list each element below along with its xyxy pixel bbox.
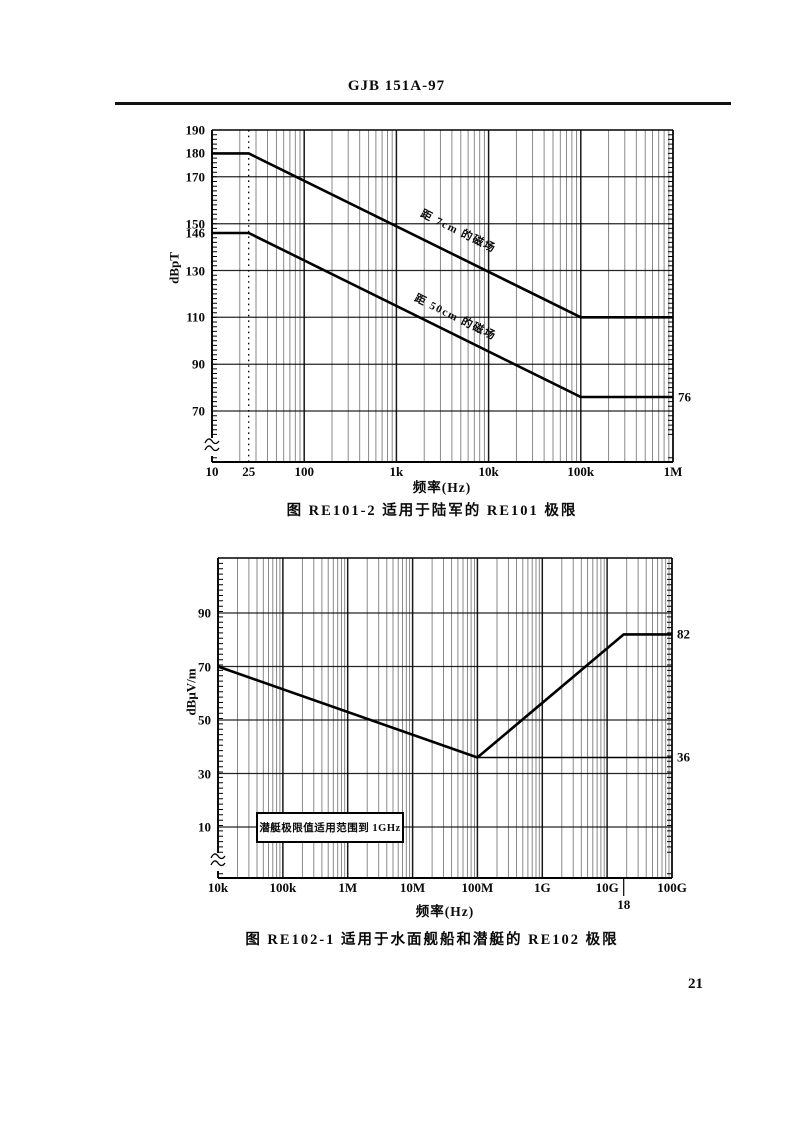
re101-y-axis-unit: dBpT — [166, 252, 182, 284]
re101-2-x-tick-label: 1M — [663, 464, 683, 479]
re102-1-x-tick-label: 10k — [207, 880, 229, 895]
re102-figure-caption: 图 RE102-1 适用于水面舰船和潜艇的 RE102 极限 — [245, 932, 619, 948]
re102-1-x-tick-label: 100G — [657, 880, 687, 895]
re101-2-y-tick-label: 150 — [185, 216, 206, 232]
re102-1-edge-value-label: 82 — [677, 626, 690, 642]
re101-2-y-tick-label: 90 — [192, 356, 205, 372]
re101-2-y-tick-label: 190 — [185, 122, 206, 138]
re101-x-axis-title: 频率(Hz) — [412, 480, 472, 495]
re101-2-y-tick-label: 146 — [185, 225, 206, 241]
re101-2-y-tick-label: 110 — [186, 309, 205, 325]
re102-1-below-axis-tick-label: 18 — [617, 897, 631, 912]
re102-note-box: 潜艇极限值适用范围到 1GHz — [256, 812, 404, 843]
re102-1-x-tick-label: 100k — [269, 880, 297, 895]
re101-2-x-tick-label: 10k — [478, 464, 499, 479]
re101-2-x-tick-label: 100 — [294, 464, 314, 479]
re102-1-x-tick-label: 100M — [461, 880, 494, 895]
re102-y-axis-unit: dBμV/m — [183, 668, 199, 716]
re102-1-y-tick-label: 70 — [198, 659, 211, 674]
re101-2-y-tick-label: 180 — [185, 145, 206, 161]
header-rule — [115, 102, 731, 105]
re101-2-x-tick-label: 10 — [205, 464, 219, 479]
re101-2-x-tick-label: 1k — [389, 464, 404, 479]
re102-1-y-tick-label: 10 — [198, 819, 211, 835]
page-title: GJB 151A-97 — [347, 78, 446, 94]
re101-2-y-tick-label: 170 — [185, 169, 206, 185]
re101-figure-caption: 图 RE101-2 适用于陆军的 RE101 极限 — [286, 503, 578, 519]
re101-2-x-tick-label: 100k — [567, 464, 595, 479]
re102-1-y-tick-label: 50 — [198, 712, 211, 728]
re101-2-y-tick-label: 130 — [185, 263, 206, 278]
re102-x-axis-title: 频率(Hz) — [415, 904, 475, 919]
re102-1-x-tick-label: 10G — [595, 880, 619, 895]
page-number: 21 — [688, 976, 703, 992]
re101-2-edge-value-label: 76 — [678, 389, 691, 405]
re102-1-edge-value-label: 36 — [677, 749, 690, 765]
re102-1-y-tick-label: 30 — [198, 766, 211, 781]
re102-1-y-tick-label: 90 — [198, 605, 211, 621]
re102-1-x-tick-label: 10M — [399, 880, 426, 895]
re102-1-x-tick-label: 1G — [533, 880, 551, 895]
re102-1-x-tick-label: 1M — [338, 880, 358, 895]
re101-2-x-tick-label: 25 — [242, 464, 256, 479]
re101-2-y-tick-label: 70 — [192, 403, 205, 419]
